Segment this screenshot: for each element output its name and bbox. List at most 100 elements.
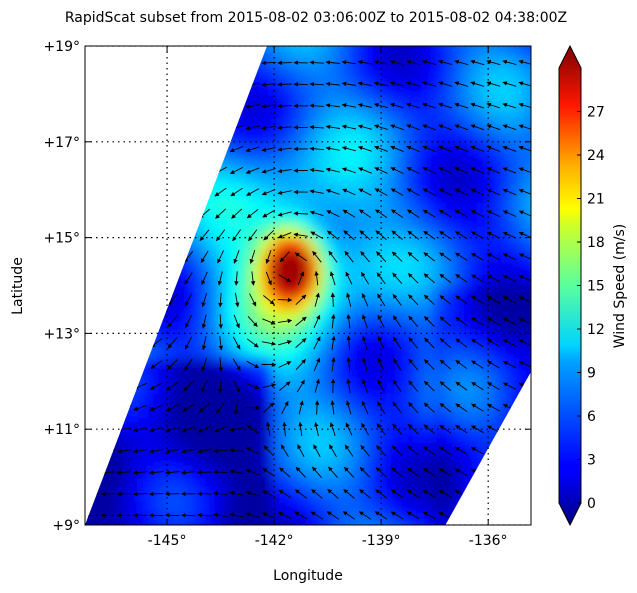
heat-cell [397, 501, 408, 515]
heat-cell [334, 333, 345, 347]
heat-cell [281, 129, 292, 143]
heat-cell [147, 513, 158, 525]
heat-cell [209, 405, 220, 419]
heat-cell [165, 489, 176, 503]
heat-cell [174, 453, 185, 467]
heat-cell [522, 153, 531, 167]
wind-vector [325, 60, 340, 65]
heat-cell [459, 46, 470, 59]
heat-cell [406, 261, 416, 275]
heat-cell [334, 321, 345, 335]
heat-cell [504, 201, 515, 215]
heat-cell [379, 201, 390, 215]
heat-cell [299, 141, 309, 155]
heat-cell [441, 153, 452, 167]
heat-cell [388, 117, 399, 131]
heat-cell [308, 46, 318, 59]
wind-vector [295, 359, 306, 371]
heat-cell [290, 477, 301, 491]
wind-vector [455, 360, 468, 370]
wind-vector [293, 232, 308, 238]
heat-cell [397, 309, 408, 323]
heat-cell [406, 93, 416, 107]
heat-cell [432, 58, 443, 71]
wind-vector [116, 491, 132, 497]
heat-cell [263, 429, 274, 443]
heat-cell [459, 465, 470, 479]
heat-cell [316, 321, 327, 335]
heat-cell [513, 537, 523, 550]
wind-vector [165, 426, 180, 433]
heat-cell [531, 513, 541, 526]
heat-cell [299, 237, 309, 251]
heat-cell [379, 357, 390, 371]
heat-cell [299, 273, 309, 287]
heat-cell [424, 117, 434, 131]
heat-cell [120, 441, 131, 455]
heat-cell [334, 477, 345, 491]
heat-cell [120, 453, 131, 467]
wind-vector [408, 402, 419, 414]
heat-cell [236, 369, 247, 383]
wind-vector [374, 145, 388, 152]
heat-cell [352, 465, 363, 479]
wind-vector [422, 167, 436, 174]
heat-cell [299, 213, 309, 227]
heat-cell [174, 405, 185, 419]
wind-vector [390, 167, 404, 174]
wind-vector [216, 229, 226, 242]
heat-cell [343, 345, 354, 359]
heat-cell [245, 165, 256, 179]
heat-cell [450, 129, 461, 143]
heat-cell [129, 501, 140, 515]
heat-cell [388, 297, 399, 311]
wind-vector [184, 336, 193, 350]
wind-vector [518, 361, 531, 368]
wind-vector [277, 168, 292, 174]
heat-cell [192, 297, 202, 311]
wind-vector [329, 422, 336, 436]
heat-cell [209, 489, 220, 503]
heat-cell [325, 465, 336, 479]
heat-cell [522, 165, 531, 179]
wind-vector [184, 358, 193, 371]
heat-cell [236, 381, 247, 395]
heat-cell [227, 417, 238, 431]
heat-cell [406, 465, 416, 479]
heat-cell [397, 369, 408, 383]
heat-cell [254, 417, 265, 431]
heat-cell [486, 237, 497, 251]
heat-cell [245, 153, 256, 167]
heat-cell [85, 46, 95, 47]
wind-vector [309, 124, 324, 130]
heat-cell [85, 537, 95, 550]
heat-cell [513, 345, 524, 359]
heat-cell [165, 333, 176, 347]
heat-cell [290, 345, 301, 359]
heat-cell [290, 70, 301, 83]
heat-cell [513, 237, 524, 251]
heat-cell [263, 261, 274, 275]
heat-cell [183, 453, 193, 467]
heat-cell [415, 213, 425, 227]
heat-cell [388, 46, 399, 47]
heat-cell [406, 249, 416, 263]
wind-vector [518, 102, 531, 109]
heat-cell [111, 477, 122, 491]
heat-cell [424, 393, 434, 407]
wind-vector [455, 338, 468, 348]
wind-vector [197, 425, 212, 433]
heat-cell [388, 153, 399, 167]
wind-vector [454, 209, 468, 218]
heat-cell [486, 357, 497, 371]
heat-cell [201, 345, 211, 359]
heat-cell [245, 46, 256, 47]
heat-cell [236, 261, 247, 275]
heat-cell [361, 393, 372, 407]
heat-cell [370, 70, 381, 83]
heat-cell [486, 201, 497, 215]
heat-cell [441, 201, 452, 215]
heat-cell [227, 333, 238, 347]
heat-cell [397, 261, 408, 275]
wind-vector [374, 167, 388, 174]
